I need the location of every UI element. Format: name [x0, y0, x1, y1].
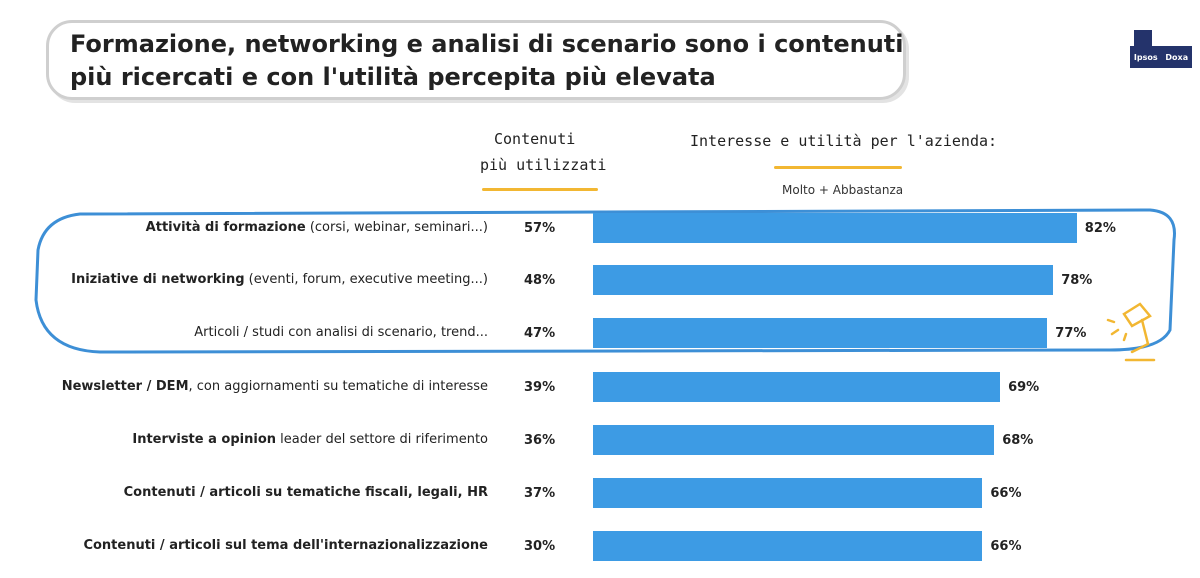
used-value: 48% [524, 273, 556, 288]
interest-bar [593, 372, 1001, 402]
category-label-bold: Newsletter / DEM [61, 379, 189, 394]
interest-value-label: 66% [990, 486, 1022, 501]
interest-header-underline [774, 166, 902, 169]
category-label: Contenuti / articoli sul tema dell'inter… [83, 538, 488, 553]
category-label: Interviste a opinion leader del settore … [132, 432, 488, 447]
category-label: Newsletter / DEM, con aggiornamenti su t… [62, 379, 488, 394]
used-header-underline [482, 188, 598, 191]
category-label-bold: Attività di formazione [145, 220, 306, 235]
interest-value-label: 78% [1061, 273, 1093, 288]
category-label-rest: (eventi, forum, executive meeting...) [244, 272, 488, 287]
used-value: 57% [524, 221, 556, 236]
interest-value-label: 69% [1008, 380, 1040, 395]
interest-header: Interesse e utilità per l'azienda: [690, 132, 998, 150]
page-title-line-1: Formazione, networking e analisi di scen… [70, 30, 904, 58]
interest-bar [593, 265, 1054, 295]
interest-value-label: 66% [990, 539, 1022, 554]
chart-subtitle: Molto + Abbastanza [782, 183, 904, 197]
category-label-bold: Contenuti / articoli sul tema dell'inter… [83, 538, 488, 553]
logo: Ipsos Doxa [1130, 46, 1192, 68]
used-header-line-1: Contenuti [494, 130, 576, 148]
used-value: 39% [524, 380, 556, 395]
page-title-line-2: più ricercati e con l'utilità percepita … [70, 63, 716, 91]
interest-bar [593, 213, 1077, 243]
category-label: Articoli / studi con analisi di scenario… [194, 325, 488, 340]
interest-bar [593, 531, 983, 561]
category-label-rest: , con aggiornamenti su tematiche di inte… [188, 379, 488, 394]
logo-mark-icon [1134, 30, 1152, 48]
title-box [46, 20, 906, 100]
category-label: Attività di formazione (corsi, webinar, … [146, 220, 488, 235]
category-label-bold: Iniziative di networking [71, 272, 245, 287]
category-label: Iniziative di networking (eventi, forum,… [71, 272, 488, 287]
logo-text-right: Doxa [1165, 52, 1189, 62]
interest-value-label: 82% [1084, 221, 1116, 236]
category-label: Contenuti / articoli su tematiche fiscal… [124, 485, 488, 500]
category-label-rest: (corsi, webinar, seminari...) [305, 220, 488, 235]
interest-bar [593, 318, 1048, 348]
interest-bar [593, 425, 995, 455]
category-label-bold: Interviste a opinion [132, 432, 277, 447]
interest-bar [593, 478, 983, 508]
category-label-bold: Contenuti / articoli su tematiche fiscal… [123, 485, 488, 500]
used-value: 37% [524, 486, 556, 501]
used-header-line-2: più utilizzati [480, 156, 607, 174]
category-label-rest: leader del settore di riferimento [276, 432, 488, 447]
used-value: 30% [524, 539, 556, 554]
interest-value-label: 68% [1002, 433, 1034, 448]
desk-lamp-icon [1106, 302, 1156, 362]
used-value: 36% [524, 433, 556, 448]
logo-text-left: Ipsos [1133, 52, 1158, 62]
highlight-outline [34, 208, 1176, 354]
interest-value-label: 77% [1055, 326, 1087, 341]
category-label-rest: Articoli / studi con analisi di scenario… [194, 325, 488, 340]
used-value: 47% [524, 326, 556, 341]
